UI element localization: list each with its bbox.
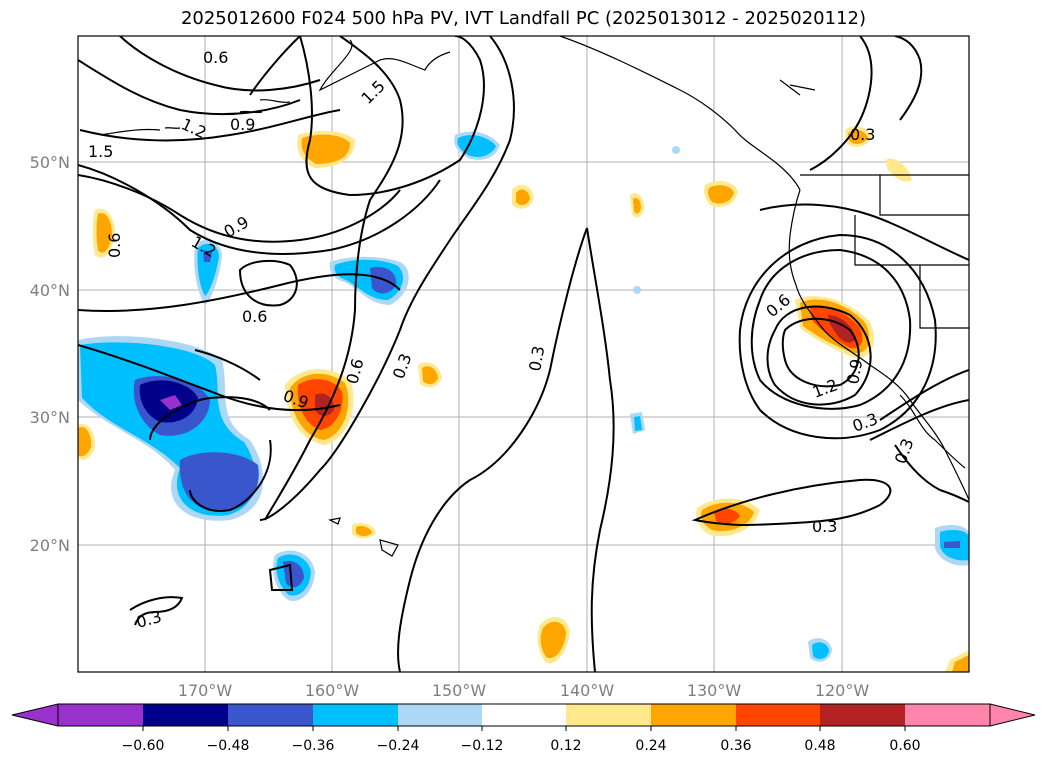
colorbar-label: 0.24 <box>635 738 666 754</box>
colorbar-segment <box>736 704 820 726</box>
contour-label: 0.6 <box>203 48 228 67</box>
lon-label: 140°W <box>560 681 615 700</box>
lon-label: 160°W <box>305 681 360 700</box>
colorbar-label: −0.12 <box>461 738 504 754</box>
colorbar-segment <box>905 704 990 726</box>
negative-ivt-regions <box>78 131 969 662</box>
colorbar-segment <box>651 704 736 726</box>
latitude-labels: 50°N 40°N 30°N 20°N <box>30 153 70 555</box>
colorbar-segment <box>313 704 398 726</box>
colorbar-label: 0.12 <box>550 738 581 754</box>
longitude-labels: 170°W 160°W 150°W 140°W 130°W 120°W <box>178 681 870 700</box>
gridlines <box>78 36 969 672</box>
coastlines <box>99 36 969 557</box>
colorbar-segment <box>398 704 482 726</box>
colorbar-label: −0.60 <box>122 738 165 754</box>
map-frame <box>77 35 970 673</box>
colorbar-segment <box>820 704 905 726</box>
map-area <box>78 36 969 672</box>
colorbar-segment <box>566 704 651 726</box>
pv-contours <box>78 36 969 672</box>
contour-label: 0.9 <box>843 357 866 385</box>
colorbar-min-arrow <box>11 703 59 727</box>
colorbar-segment <box>143 704 228 726</box>
contour-label: 0.6 <box>242 307 267 326</box>
contour-label: 0.3 <box>812 517 837 536</box>
colorbar-label: −0.24 <box>377 738 420 754</box>
colorbar-outline <box>57 703 991 727</box>
colorbar-label: −0.48 <box>207 738 250 754</box>
lon-label: 150°W <box>432 681 487 700</box>
colorbar-label: 0.60 <box>889 738 920 754</box>
contour-label: 0.3 <box>525 344 548 372</box>
lon-label: 120°W <box>815 681 870 700</box>
colorbar: −0.60 −0.48 −0.36 −0.24 −0.12 0.12 0.24 … <box>11 703 1036 754</box>
contour-label: 1.5 <box>88 142 113 161</box>
lat-label: 20°N <box>30 536 70 555</box>
lat-label: 50°N <box>30 153 70 172</box>
lat-label: 30°N <box>30 408 70 427</box>
contour-label: 0.3 <box>850 125 875 144</box>
lon-label: 170°W <box>178 681 233 700</box>
colorbar-segment <box>228 704 313 726</box>
colorbar-segment <box>58 704 144 726</box>
contour-label: 0.6 <box>105 233 124 258</box>
colorbar-label: −0.36 <box>292 738 335 754</box>
contour-label: 0.9 <box>230 115 255 134</box>
colorbar-max-arrow <box>989 703 1036 727</box>
colorbar-ticks <box>142 726 906 731</box>
colorbar-label: 0.36 <box>720 738 751 754</box>
colorbar-label: 0.48 <box>804 738 835 754</box>
lon-label: 130°W <box>687 681 742 700</box>
lat-label: 40°N <box>30 281 70 300</box>
map-title: 2025012600 F024 500 hPa PV, IVT Landfall… <box>180 8 867 29</box>
colorbar-segment <box>482 704 566 726</box>
